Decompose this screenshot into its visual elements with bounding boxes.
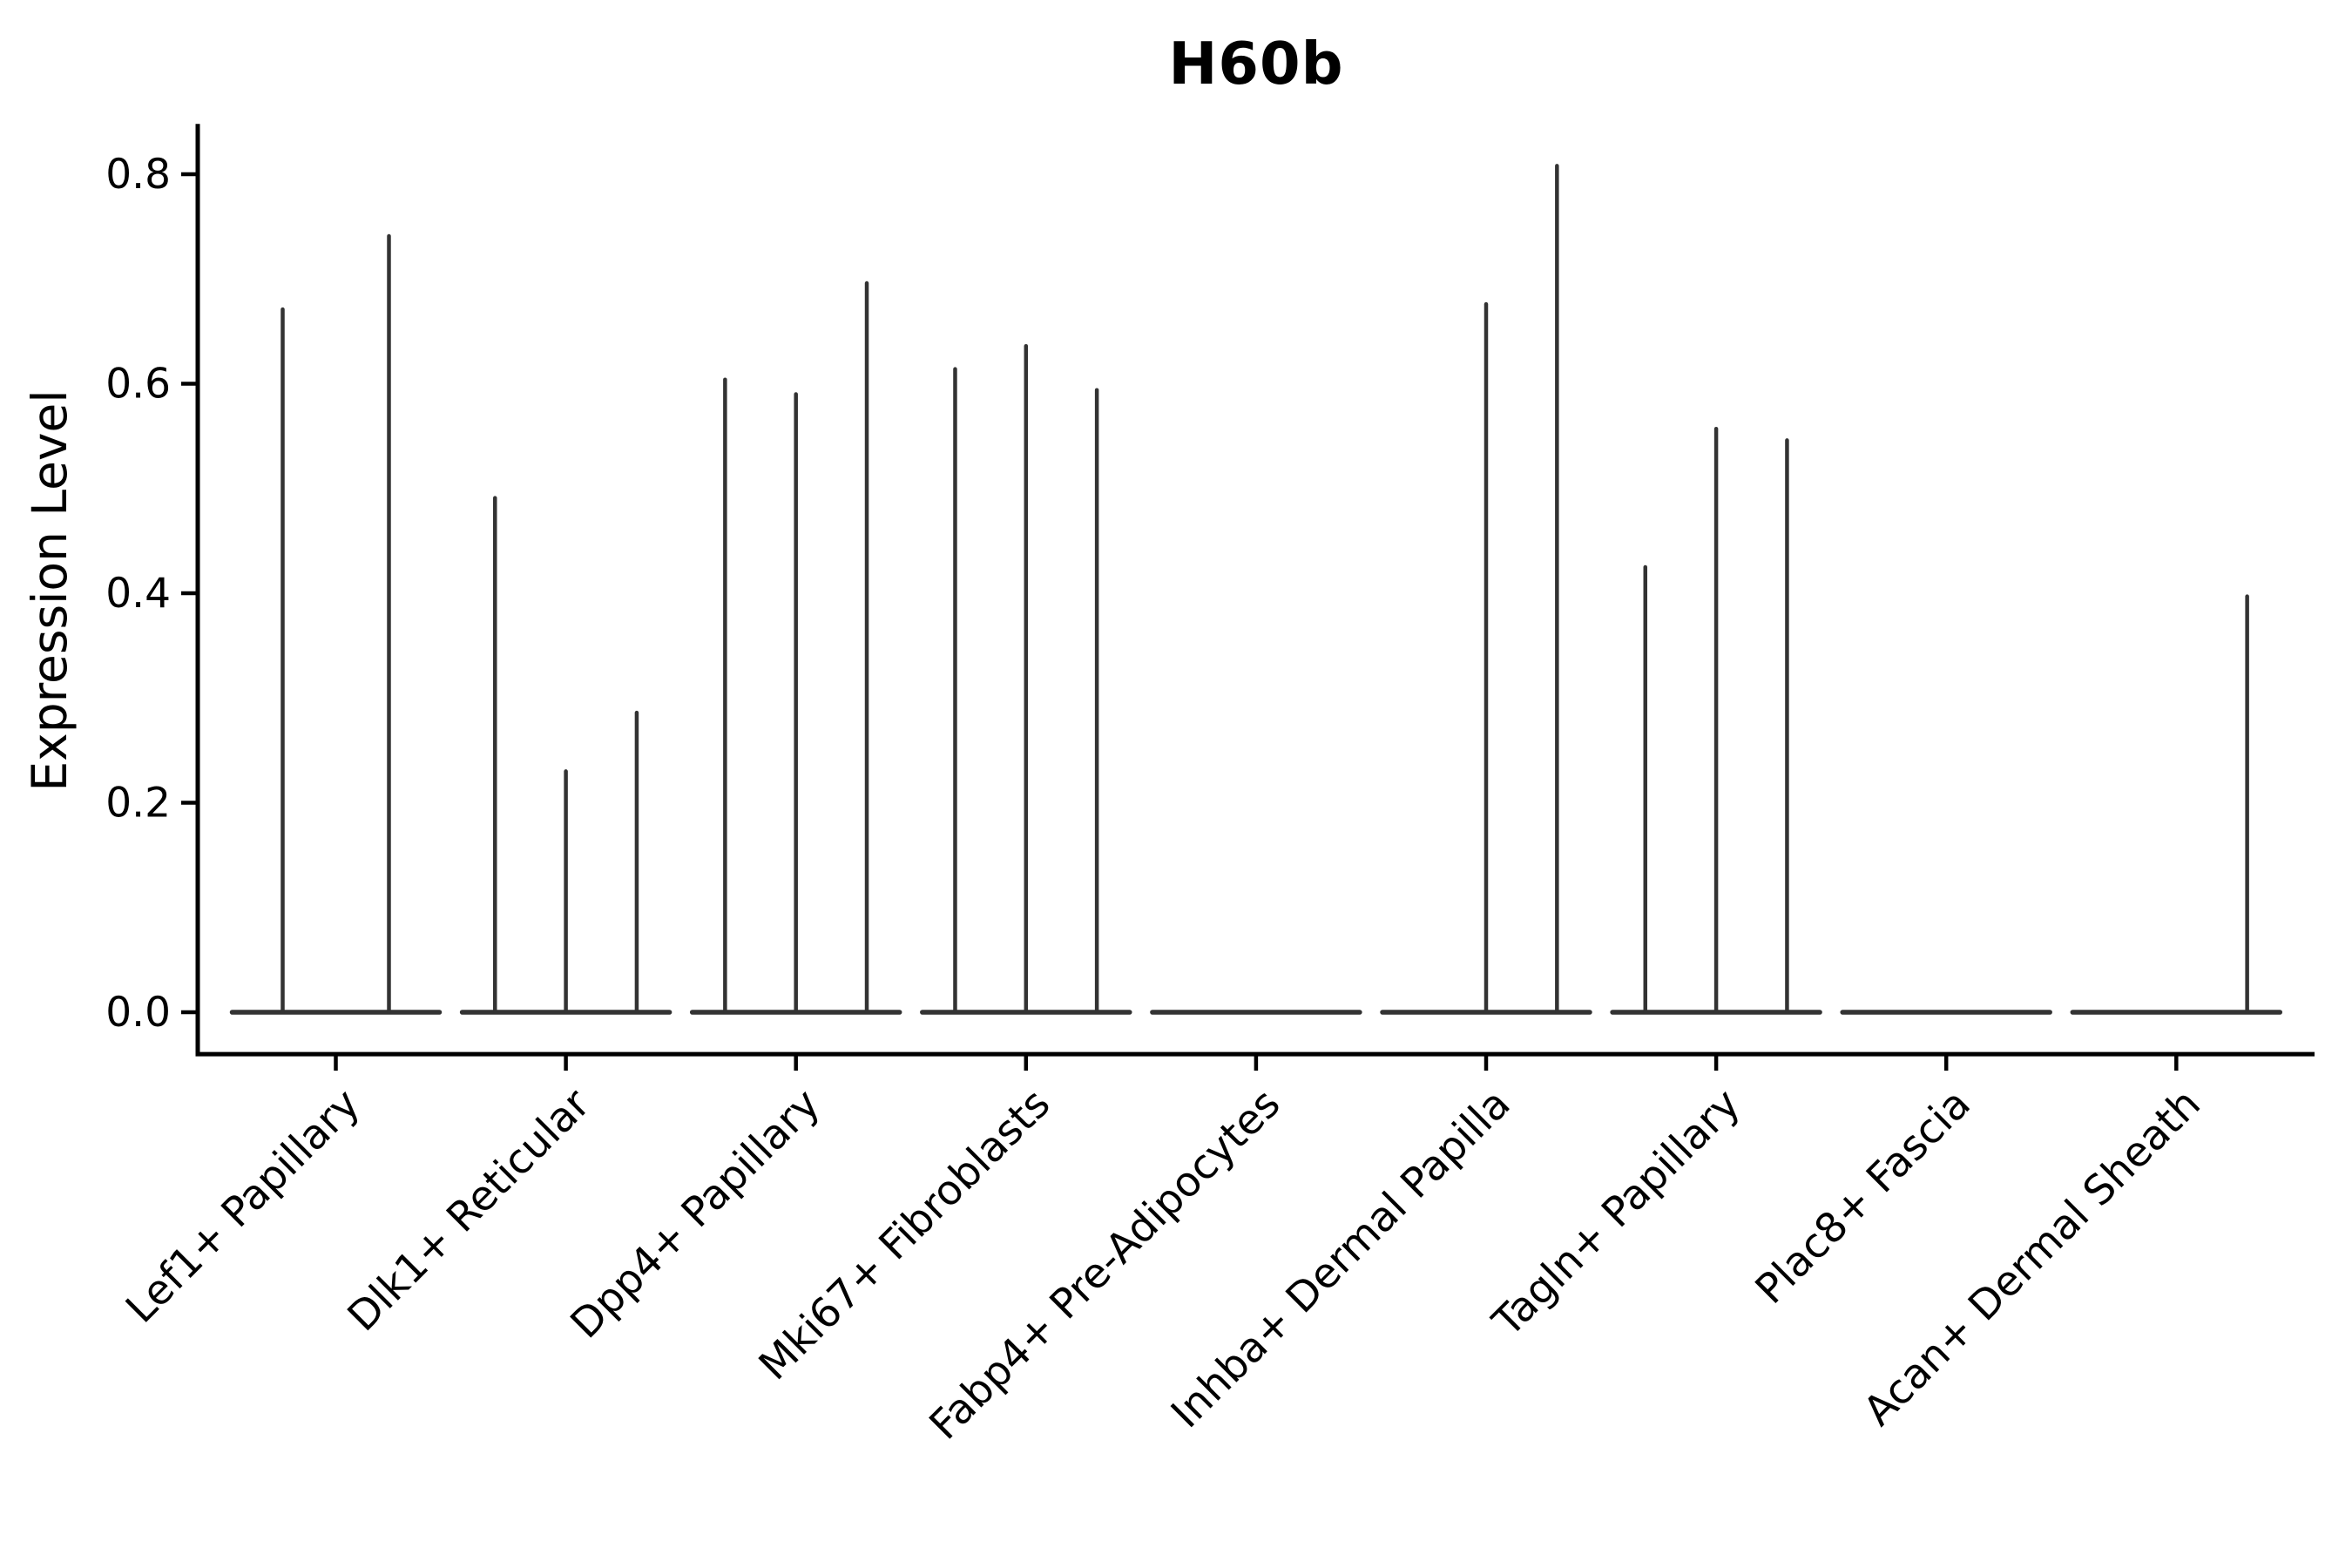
y-tick-label: 0.8 bbox=[105, 151, 171, 199]
x-tick-label: Tagln+ Papillary bbox=[1484, 1080, 1750, 1347]
x-tick-label: Plac8+ Fascia bbox=[1747, 1080, 1980, 1314]
y-tick-label: 0.2 bbox=[105, 780, 171, 828]
x-tick-label: Dpp4+ Papillary bbox=[562, 1080, 830, 1348]
x-tick-label: Lef1+ Papillary bbox=[117, 1080, 369, 1333]
y-tick-label: 0.6 bbox=[105, 361, 171, 409]
y-tick-label: 0.0 bbox=[105, 989, 171, 1037]
chart-title: H60b bbox=[1168, 30, 1344, 98]
x-tick-label: Dlk1+ Reticular bbox=[339, 1079, 600, 1341]
y-tick-label: 0.4 bbox=[105, 570, 171, 618]
